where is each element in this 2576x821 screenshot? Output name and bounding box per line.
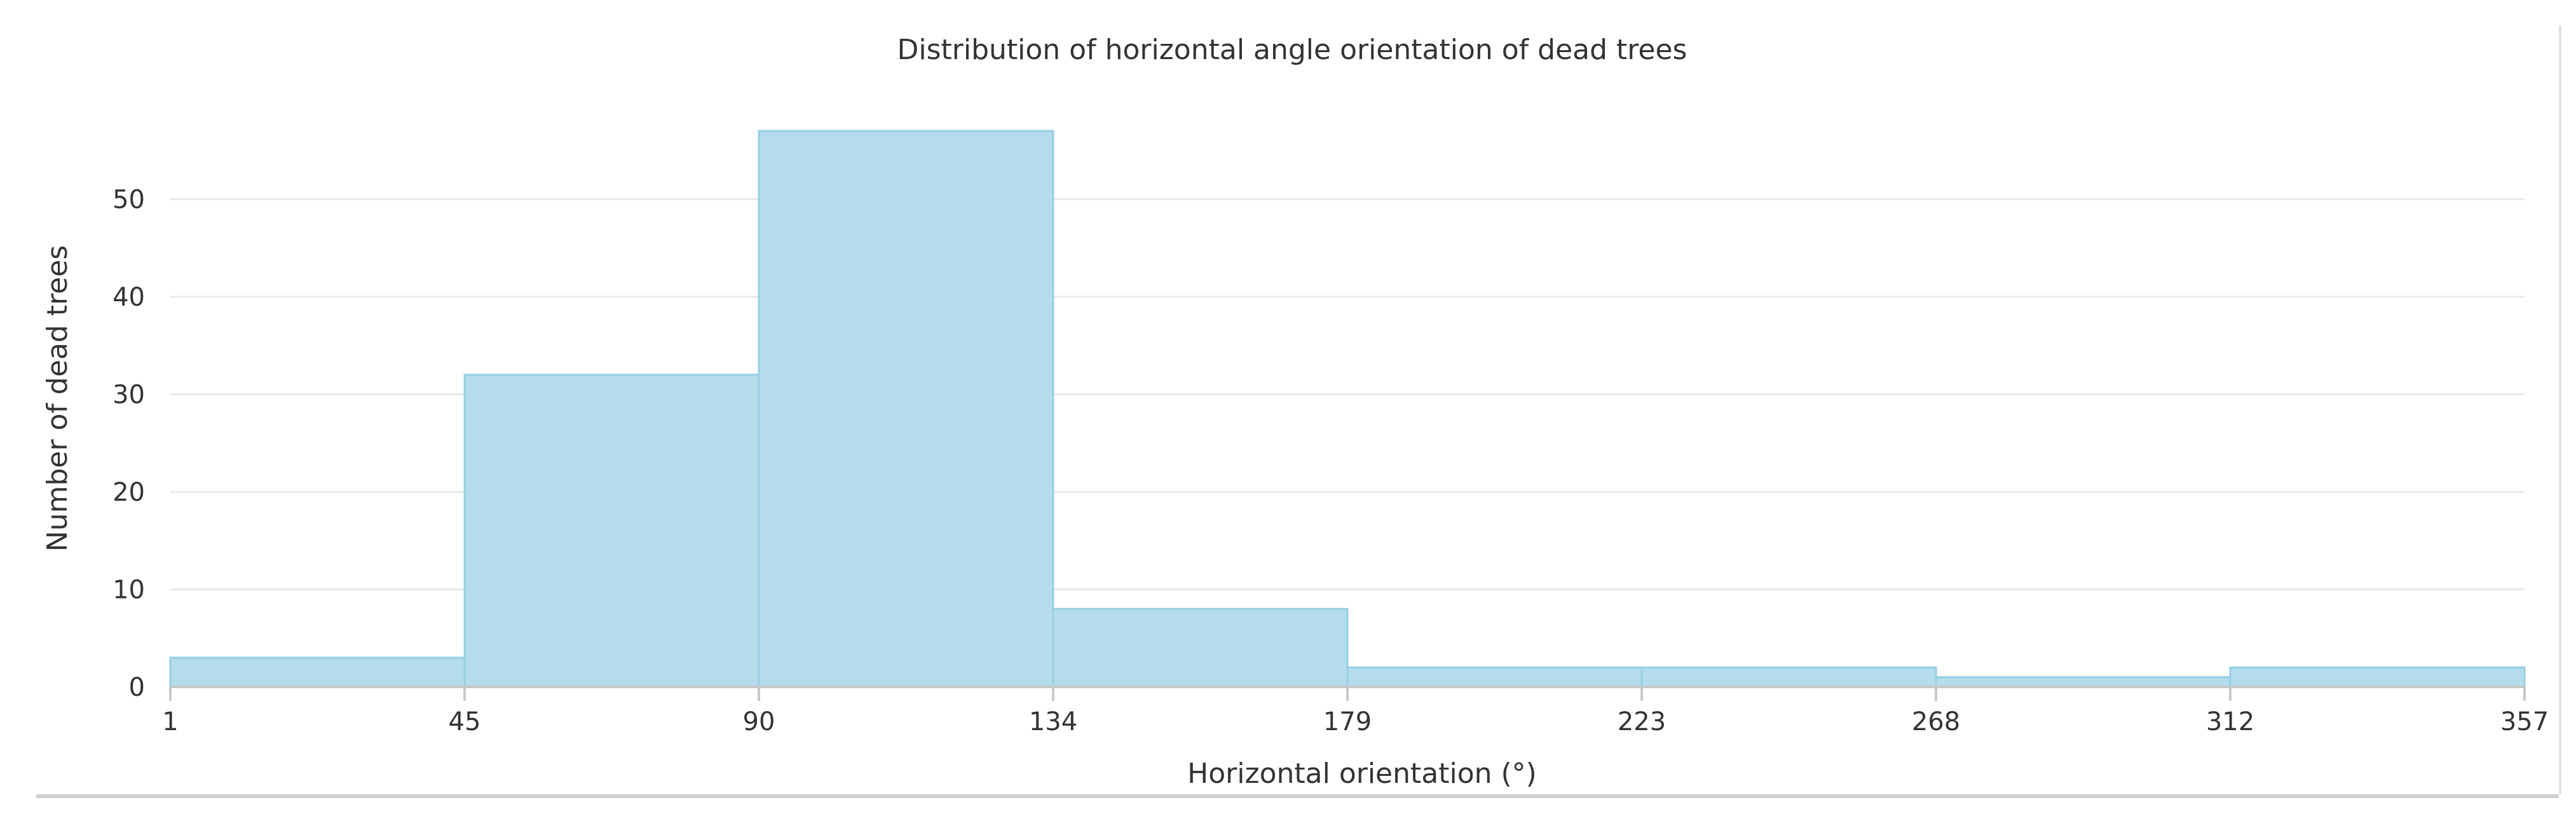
x-tick-label: 268	[1912, 707, 1960, 736]
y-tick-label: 10	[112, 576, 145, 605]
y-tick-label: 30	[112, 381, 145, 410]
y-axis-title: Number of dead trees	[41, 245, 74, 552]
histogram-bar[interactable]	[169, 656, 466, 688]
chart-title: Distribution of horizontal angle orienta…	[897, 34, 1687, 66]
y-tick-label: 20	[112, 478, 145, 507]
y-tick-label: 0	[129, 673, 145, 702]
y-tick-label: 40	[112, 283, 145, 312]
histogram-bar[interactable]	[758, 130, 1054, 688]
x-tick-label: 90	[743, 707, 775, 736]
labels-layer: 0 10 20 30 40 50 1 45 90 134 179 223 268 312 357	[112, 186, 2549, 737]
histogram-bar[interactable]	[463, 374, 760, 688]
histogram-bar[interactable]	[1346, 666, 1643, 688]
x-tick-label: 1	[162, 707, 178, 736]
x-tick-label: 45	[449, 707, 481, 736]
bars-layer	[169, 130, 2526, 688]
histogram-bar[interactable]	[1052, 607, 1349, 688]
histogram-bar[interactable]	[2229, 666, 2526, 688]
histogram-bar[interactable]	[1935, 676, 2232, 688]
x-axis-title: Horizontal orientation (°)	[1187, 757, 1537, 790]
x-tick-label: 179	[1323, 707, 1372, 736]
axis-layer	[169, 686, 2526, 701]
y-tick-label: 50	[112, 186, 145, 215]
x-tick-label: 134	[1029, 707, 1077, 736]
histogram-bar[interactable]	[1640, 666, 1937, 688]
x-tick-label: 357	[2500, 707, 2549, 736]
x-tick-label: 223	[1618, 707, 1666, 736]
x-tick-label: 312	[2206, 707, 2254, 736]
